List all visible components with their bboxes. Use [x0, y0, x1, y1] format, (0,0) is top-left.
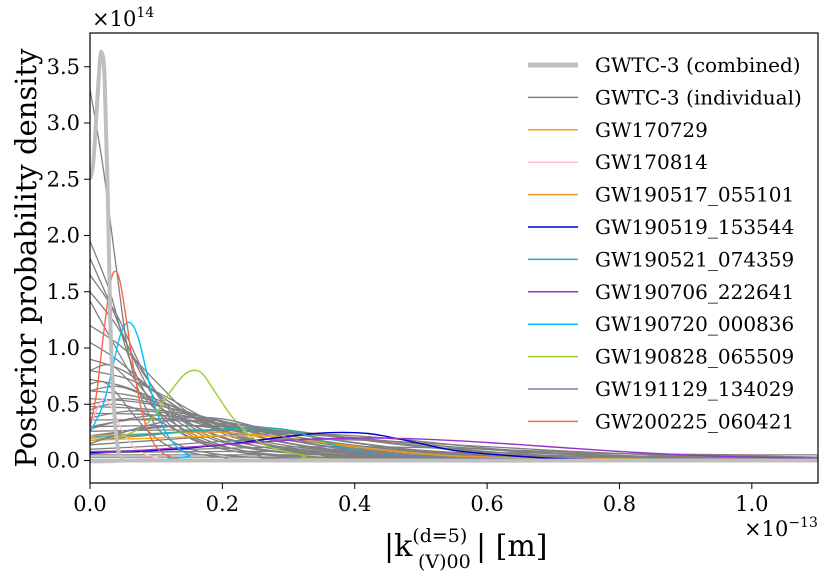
y-axis-label: Posterior probability density [9, 48, 43, 468]
individual-posterior-line-29 [90, 450, 818, 456]
y-axis: 0.0 0.5 1.0 1.5 2.0 2.5 3.0 3.5 [47, 55, 90, 473]
x-axis-label: |k(d=5) (V)00 | [m] [384, 525, 548, 573]
legend-label-gw190706-222641: GW190706_222641 [595, 280, 794, 304]
x-tick-label: 0.0 [73, 492, 106, 516]
legend-label-gw190517-055101: GW190517_055101 [595, 183, 794, 207]
x-tick-label: 1.0 [735, 492, 768, 516]
x-tick-label: 0.4 [338, 492, 371, 516]
legend-label-gw190720-000836: GW190720_000836 [595, 312, 794, 336]
individual-posterior-line-1 [90, 89, 818, 462]
y-tick-label: 1.0 [47, 336, 80, 360]
legend-label-gw200225-060421: GW200225_060421 [595, 409, 794, 433]
legend-label-gw170814: GW170814 [595, 150, 708, 174]
x-axis: 0.0 0.2 0.4 0.6 0.8 1.0 [73, 483, 769, 516]
x-scale-offset: ×10−13 [744, 515, 818, 541]
series-line-gw190706_222641 [90, 437, 818, 459]
legend-label-gw191129-134029: GW191129_134029 [595, 377, 794, 401]
y-tick-label: 0.0 [47, 449, 80, 473]
individual-posterior-line-27 [90, 438, 818, 459]
legend-label-gw170729: GW170729 [595, 118, 708, 142]
plot-frame [89, 32, 819, 484]
combined-posterior-line [90, 49, 818, 464]
y-tick-label: 2.5 [47, 167, 80, 191]
legend-label-gw190521-074359: GW190521_074359 [595, 247, 794, 271]
x-tick-label: 0.2 [206, 492, 239, 516]
y-tick-label: 3.5 [47, 55, 80, 79]
x-tick-label: 0.6 [470, 492, 503, 516]
legend: GWTC-3 (combined) GWTC-3 (individual) GW17… [528, 53, 802, 433]
y-tick-label: 2.0 [47, 224, 80, 248]
legend-label-gwtc-3-individual: GWTC-3 (individual) [595, 85, 802, 109]
y-tick-label: 0.5 [47, 392, 80, 416]
legend-label-gwtc-3-combined: GWTC-3 (combined) [595, 53, 801, 77]
y-tick-label: 1.5 [47, 280, 80, 304]
y-scale-offset: ×1014 [92, 5, 154, 31]
legend-label-gw190828-065509: GW190828_065509 [595, 345, 794, 369]
legend-label-gw190519-153544: GW190519_153544 [595, 215, 794, 239]
y-tick-label: 3.0 [47, 111, 80, 135]
curves-group [90, 49, 818, 464]
x-tick-label: 0.8 [603, 492, 636, 516]
